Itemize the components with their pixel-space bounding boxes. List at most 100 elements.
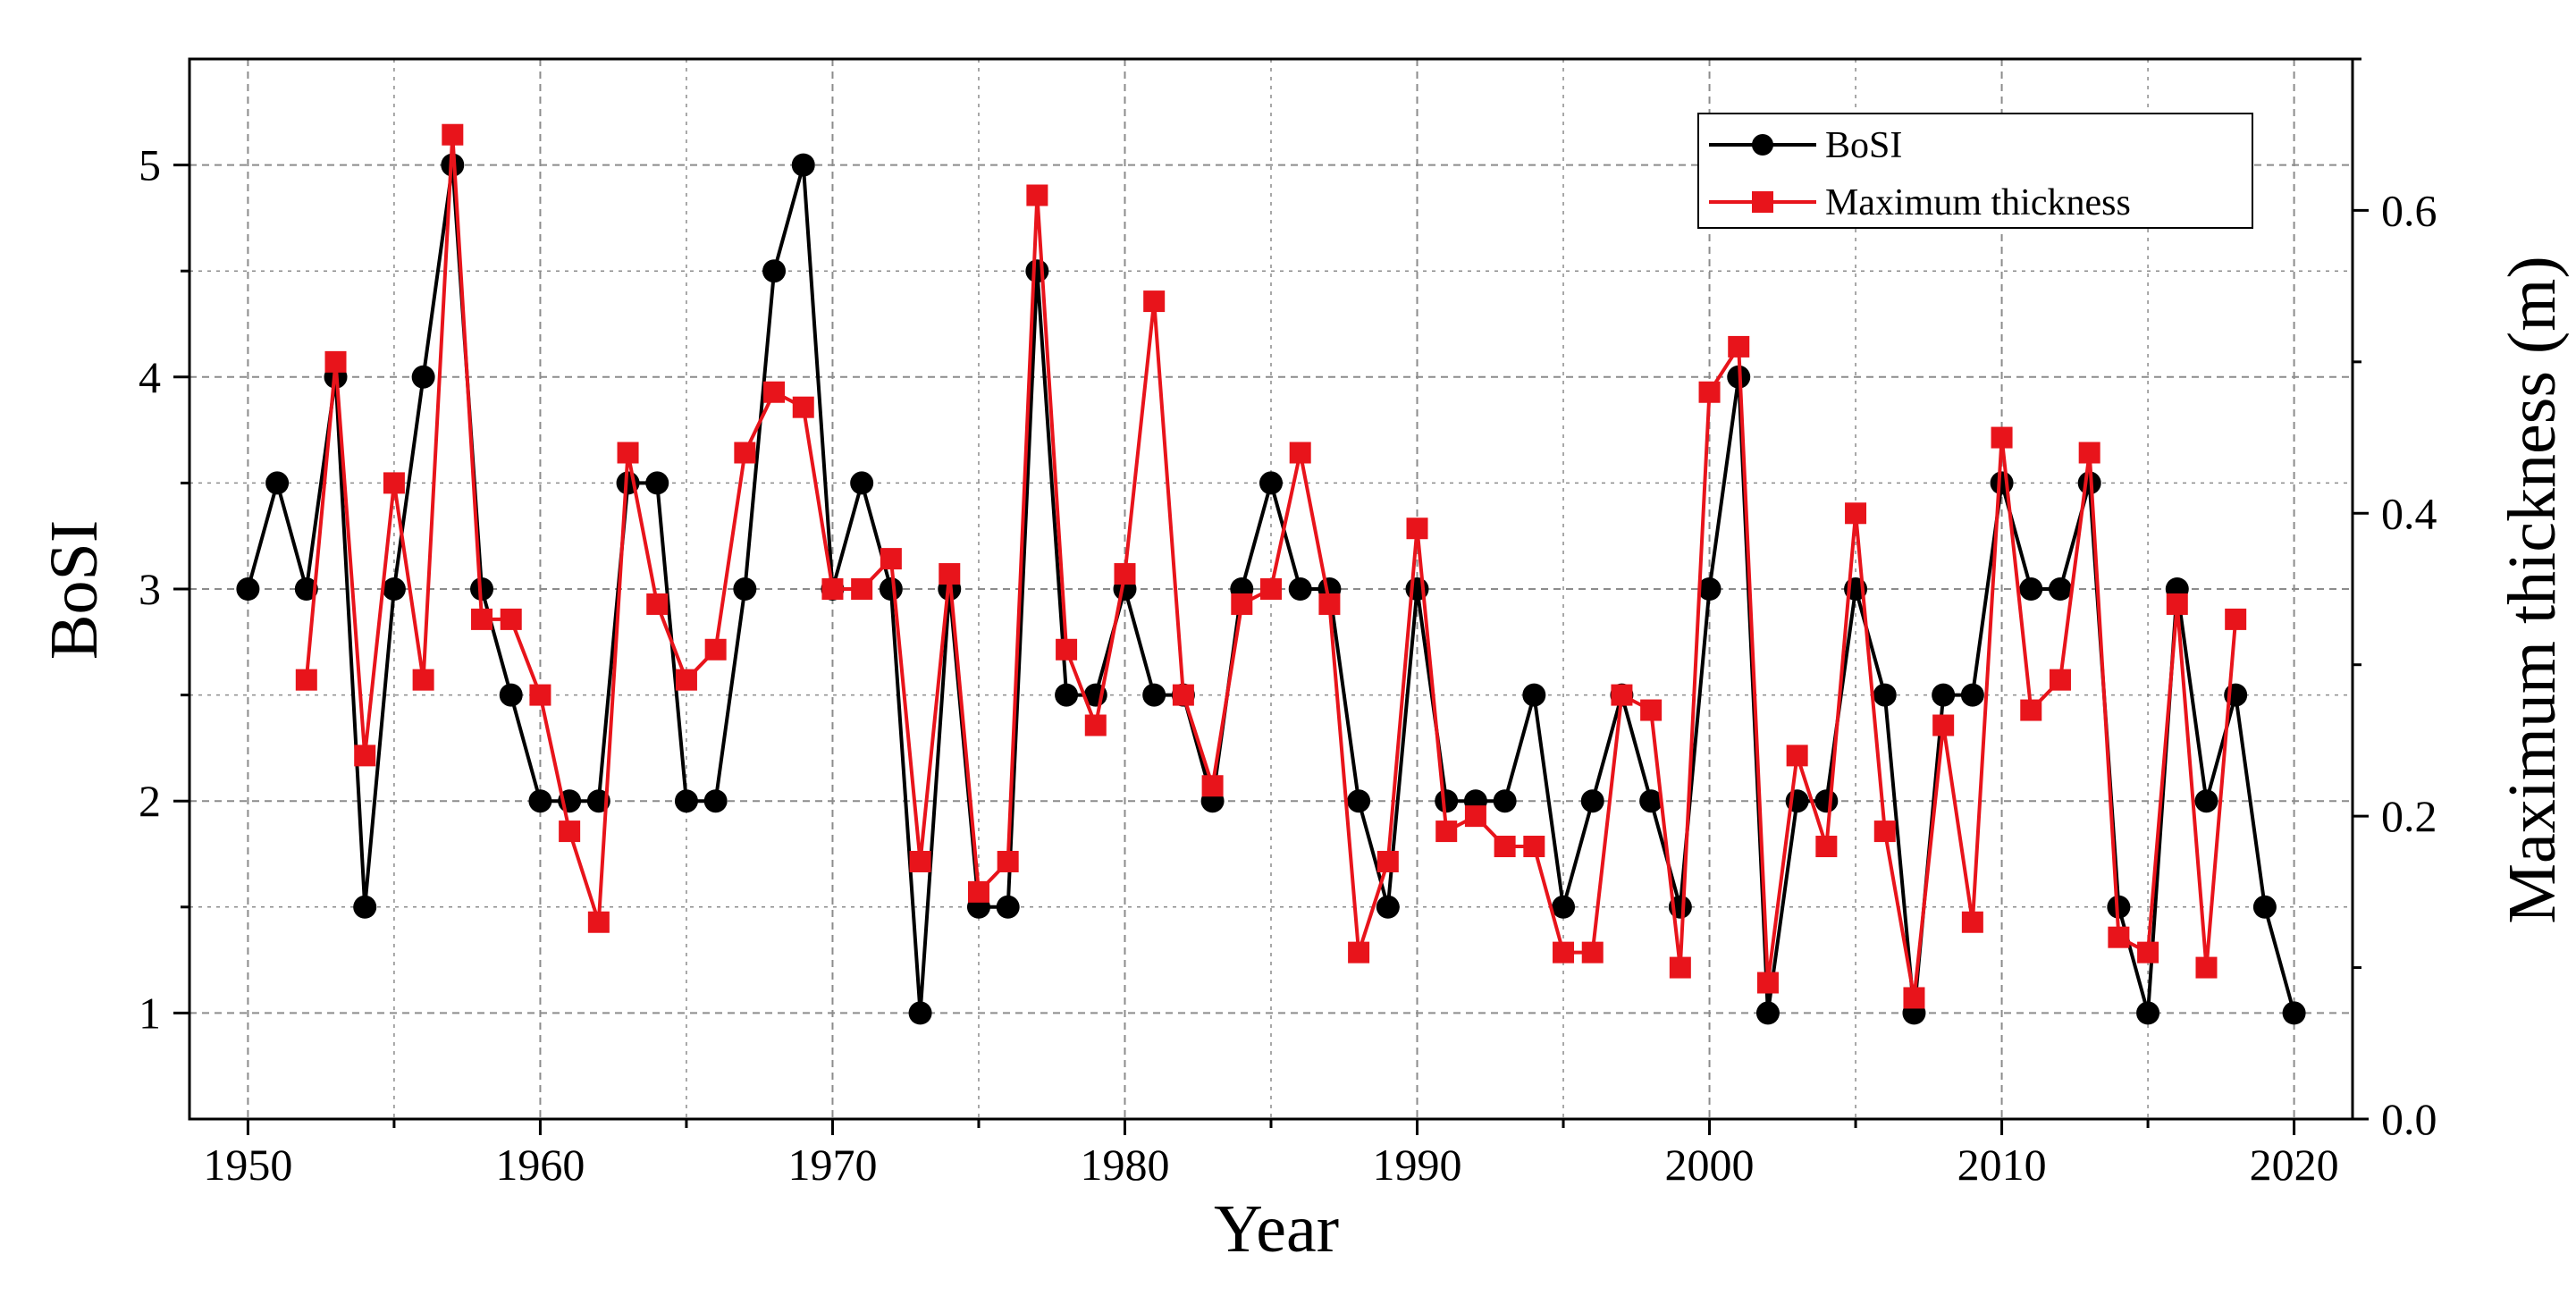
x-tick-label: 1980: [1080, 1140, 1169, 1190]
thickness-point: [967, 880, 989, 903]
thickness-point: [1640, 699, 1663, 721]
thickness-point: [1932, 714, 1955, 736]
thickness-point: [1260, 578, 1282, 600]
bosi-point: [1697, 577, 1722, 601]
thickness-point: [1961, 911, 1983, 933]
y-tick-label: 4: [139, 352, 161, 402]
thickness-point: [880, 548, 902, 570]
bosi-point: [353, 895, 377, 919]
thickness-point: [1581, 941, 1604, 964]
thickness-point: [2225, 608, 2247, 630]
thickness-point: [295, 669, 317, 691]
thickness-point: [2049, 669, 2071, 691]
bosi-point: [2048, 577, 2072, 601]
thickness-point: [1376, 850, 1399, 872]
bosi-point: [2107, 895, 2131, 919]
thickness-point: [1289, 442, 1311, 464]
thickness-point: [997, 850, 1019, 872]
thickness-point: [617, 442, 639, 464]
bosi-point: [1873, 683, 1897, 707]
bosi-point: [499, 683, 523, 707]
bosi-point: [1960, 683, 1984, 707]
thickness-point: [471, 608, 493, 630]
thickness-point: [646, 593, 669, 615]
thickness-point: [1435, 821, 1458, 843]
thickness-point: [1553, 941, 1575, 964]
y-tick-label: 3: [139, 564, 161, 614]
y-tick-label: 2: [139, 776, 161, 826]
thickness-point: [1815, 836, 1838, 858]
thickness-point: [704, 638, 727, 661]
x-tick-label: 2020: [2250, 1140, 2339, 1190]
bosi-point: [762, 259, 787, 283]
bosi-point: [1347, 789, 1371, 813]
x-tick-label: 1950: [203, 1140, 292, 1190]
bosi-point: [382, 577, 406, 601]
legend-marker-bosi: [1752, 134, 1773, 156]
thickness-point: [1172, 684, 1194, 706]
bosi-point: [1755, 1001, 1780, 1025]
y-tick-label: 5: [139, 140, 161, 190]
thickness-point: [1318, 593, 1341, 615]
thickness-point: [734, 442, 756, 464]
thickness-point: [1464, 805, 1486, 828]
bosi-point: [2019, 577, 2043, 601]
y-axis-title: BoSI: [37, 520, 112, 660]
bosi-point: [1376, 895, 1400, 919]
bosi-point: [908, 1001, 932, 1025]
thickness-point: [1114, 563, 1136, 585]
bosi-point: [294, 577, 318, 601]
thickness-point: [1991, 426, 2013, 449]
thickness-point: [1698, 381, 1721, 403]
thickness-point: [1669, 956, 1691, 979]
legend-label-thickness: Maximum thickness: [1825, 182, 2131, 223]
thickness-point: [1084, 714, 1107, 736]
x-tick-label: 2010: [1957, 1140, 2047, 1190]
x-tick-label: 1960: [495, 1140, 585, 1190]
bosi-point: [703, 789, 728, 813]
bosi-point: [996, 895, 1020, 919]
thickness-point: [587, 911, 610, 933]
thickness-point: [442, 123, 464, 146]
bosi-point: [2252, 895, 2277, 919]
bosi-point: [528, 789, 552, 813]
thickness-point: [2078, 442, 2100, 464]
legend-label-bosi: BoSI: [1825, 125, 1902, 166]
thickness-point: [1056, 638, 1078, 661]
thickness-point: [1873, 821, 1896, 843]
bosi-point: [791, 153, 815, 177]
bosi-point: [2282, 1001, 2306, 1025]
y2-tick-label: 0.6: [2381, 185, 2437, 235]
y2-tick-label: 0.4: [2381, 488, 2437, 538]
bosi-point: [645, 471, 669, 495]
bosi-point: [850, 471, 874, 495]
bosi-point: [1259, 471, 1283, 495]
thickness-point: [1143, 290, 1166, 313]
thickness-point: [383, 472, 405, 494]
thickness-point: [412, 669, 434, 691]
bosi-point: [1435, 789, 1459, 813]
thickness-point: [354, 745, 376, 767]
bosi-point: [1522, 683, 1546, 707]
legend-marker-thickness: [1752, 191, 1773, 213]
bosi-point: [470, 577, 494, 601]
bosi-point: [1055, 683, 1079, 707]
bosi-point: [1142, 683, 1166, 707]
thickness-point: [559, 821, 581, 843]
bosi-point: [1932, 683, 1956, 707]
bosi-point: [1288, 577, 1312, 601]
thickness-point: [909, 850, 931, 872]
thickness-point: [500, 608, 522, 630]
x-axis-title: Year: [1214, 1191, 1339, 1267]
bosi-point: [1493, 789, 1517, 813]
y-tick-label: 1: [139, 988, 161, 1038]
thickness-point: [851, 578, 873, 600]
bosi-point: [411, 365, 435, 389]
bosi-point: [1814, 789, 1839, 813]
x-tick-label: 1970: [787, 1140, 877, 1190]
thickness-point: [1728, 335, 1750, 358]
thickness-point: [1611, 684, 1633, 706]
bosi-point: [674, 789, 698, 813]
thickness-point: [1201, 775, 1224, 797]
